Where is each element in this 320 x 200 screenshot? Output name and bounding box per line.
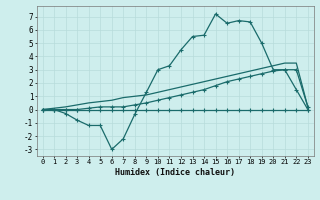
X-axis label: Humidex (Indice chaleur): Humidex (Indice chaleur) <box>115 168 235 177</box>
